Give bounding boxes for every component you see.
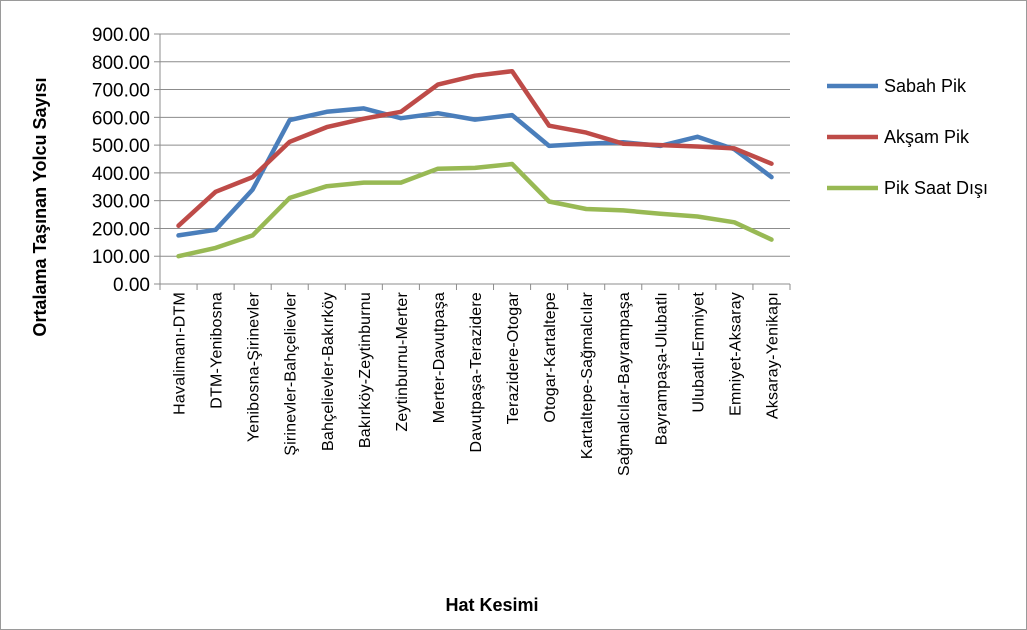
legend: Sabah Pik Akşam Pik Pik Saat Dışı (827, 76, 988, 198)
x-tick-label: Sağmalcılar-Bayrampaşa (616, 292, 633, 476)
series-line-ak-am-pik (176, 68, 774, 228)
series-line-sabah-pik (176, 106, 774, 238)
y-tick-label: 0.00 (113, 275, 150, 296)
legend-label: Akşam Pik (884, 127, 970, 147)
x-tick-label: Emniyet-Aksaray (727, 292, 744, 416)
x-tick-labels: Havalimanı-DTM DTM-Yenibosna Yenibosna-Şir… (172, 292, 782, 476)
x-tick-label: Yenibosna-Şirinevler (246, 292, 263, 443)
x-axis-title: Hat Kesimi (445, 595, 538, 615)
y-tick-label: 600.00 (92, 108, 150, 129)
x-tick-label: Ulubatlı-Emniyet (690, 292, 707, 413)
x-tick-label: Kartaltepe-Sağmalcılar (579, 292, 596, 460)
legend-label: Pik Saat Dışı (884, 178, 988, 198)
x-tick-label: Terazidere-Otogar (505, 292, 522, 425)
x-tick-label: Otogar-Kartaltepe (542, 292, 559, 423)
y-tick-labels: 0.00 100.00 200.00 300.00 400.00 500.00 600.00… (92, 25, 150, 296)
gridlines (154, 33, 790, 285)
x-tick-label: Aksaray-Yenikapı (764, 292, 781, 419)
y-tick-label: 900.00 (92, 25, 150, 46)
y-axis-title: Ortalama Taşınan Yolcu Sayısı (30, 77, 50, 336)
x-tick-label: Bayrampaşa-Ulubatlı (653, 292, 670, 445)
series-line-pik-saat-d- (176, 161, 774, 259)
legend-label: Sabah Pik (884, 76, 967, 96)
y-tick-label: 800.00 (92, 53, 150, 74)
x-tick-label: Zeytinburnu-Merter (394, 292, 411, 432)
y-tick-label: 200.00 (92, 219, 150, 240)
y-tick-label: 700.00 (92, 81, 150, 102)
axes (159, 34, 791, 290)
x-tick-label: DTM-Yenibosna (209, 292, 226, 409)
y-tick-label: 500.00 (92, 136, 150, 157)
y-tick-label: 300.00 (92, 192, 150, 213)
x-tick-label: Bahçelievler-Bakırköy (320, 292, 337, 451)
y-tick-label: 400.00 (92, 164, 150, 185)
x-tick-label: Havalimanı-DTM (172, 292, 189, 415)
x-tick-label: Bakırköy-Zeytinburnu (357, 292, 374, 448)
x-tick-label: Merter-Davutpaşa (431, 292, 448, 423)
y-tick-label: 100.00 (92, 247, 150, 268)
x-tick-label: Davutpaşa-Terazidere (468, 292, 485, 453)
x-tick-label: Şirinevler-Bahçelievler (283, 292, 300, 456)
series-lines (176, 68, 774, 259)
